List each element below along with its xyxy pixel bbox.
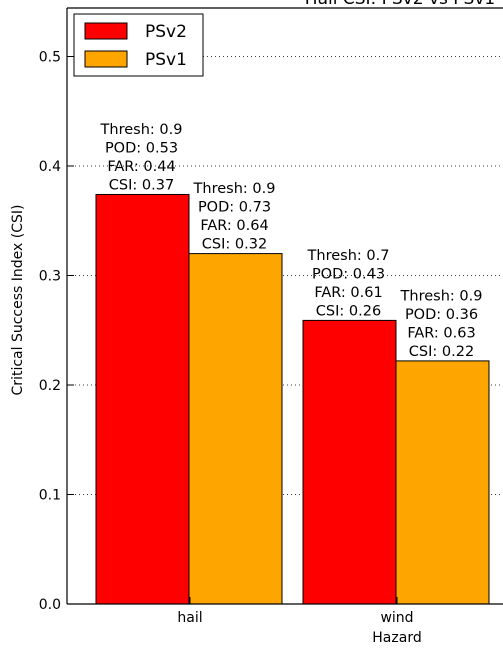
bar-annotation-line: FAR: 0.61 [314, 285, 382, 301]
chart-title: Hail CSI: PSv2 vs PSv1 [305, 0, 495, 9]
y-tick-label: 0.2 [39, 378, 61, 394]
bar-annotation-line: FAR: 0.64 [200, 218, 268, 234]
bar-annotation-line: FAR: 0.63 [407, 325, 475, 341]
y-tick-label: 0.3 [39, 269, 61, 285]
bar-annotations: Thresh: 0.9 POD: 0.53 FAR: 0.44 CSI: 0.37 Th… [100, 122, 483, 360]
y-axis-title: Critical Success Index (CSI) [10, 205, 26, 396]
bar-annotation-line: CSI: 0.22 [409, 344, 474, 360]
bar-annotation-line: FAR: 0.44 [107, 159, 175, 175]
legend-swatch-psv1 [84, 50, 128, 68]
ticks: 0.0 0.1 0.2 0.3 0.4 0.5 hail wind [39, 50, 414, 627]
bar-annotation-line: Thresh: 0.9 [400, 288, 483, 304]
legend: PSv2 PSv1 [73, 13, 204, 77]
bar-psv1-wind [395, 360, 490, 605]
legend-swatch-psv2 [84, 22, 128, 40]
legend-label-psv2: PSv2 [145, 22, 187, 42]
axes [66, 7, 503, 605]
y-tick-label: 0.0 [39, 597, 61, 613]
bar-annotation-line: CSI: 0.37 [109, 177, 174, 193]
x-tick-label-hail: hail [177, 610, 202, 626]
bar-psv1-hail [188, 253, 283, 605]
bar-annotation-line: Thresh: 0.7 [307, 248, 390, 264]
bar-annotation-line: POD: 0.43 [312, 266, 385, 282]
bar-annotation-line: Thresh: 0.9 [193, 181, 276, 197]
bar-annotation-line: Thresh: 0.9 [100, 122, 183, 138]
x-tick-label-wind: wind [380, 610, 413, 626]
bar-psv2-wind [302, 319, 397, 605]
bar-annotation-line: CSI: 0.26 [316, 303, 381, 319]
x-axis-title: Hazard [372, 630, 421, 646]
bar-annotation-line: CSI: 0.32 [202, 237, 267, 253]
bar-annotation-line: POD: 0.53 [105, 140, 178, 156]
y-tick-label: 0.5 [39, 50, 61, 66]
legend-label-psv1: PSv1 [145, 50, 187, 70]
bars [95, 193, 490, 605]
bar-annotation-line: POD: 0.36 [405, 307, 478, 323]
y-tick-label: 0.4 [39, 159, 61, 175]
bar-annotation-line: POD: 0.73 [198, 200, 271, 216]
bar-psv2-hail [95, 193, 190, 605]
y-tick-label: 0.1 [39, 488, 61, 504]
